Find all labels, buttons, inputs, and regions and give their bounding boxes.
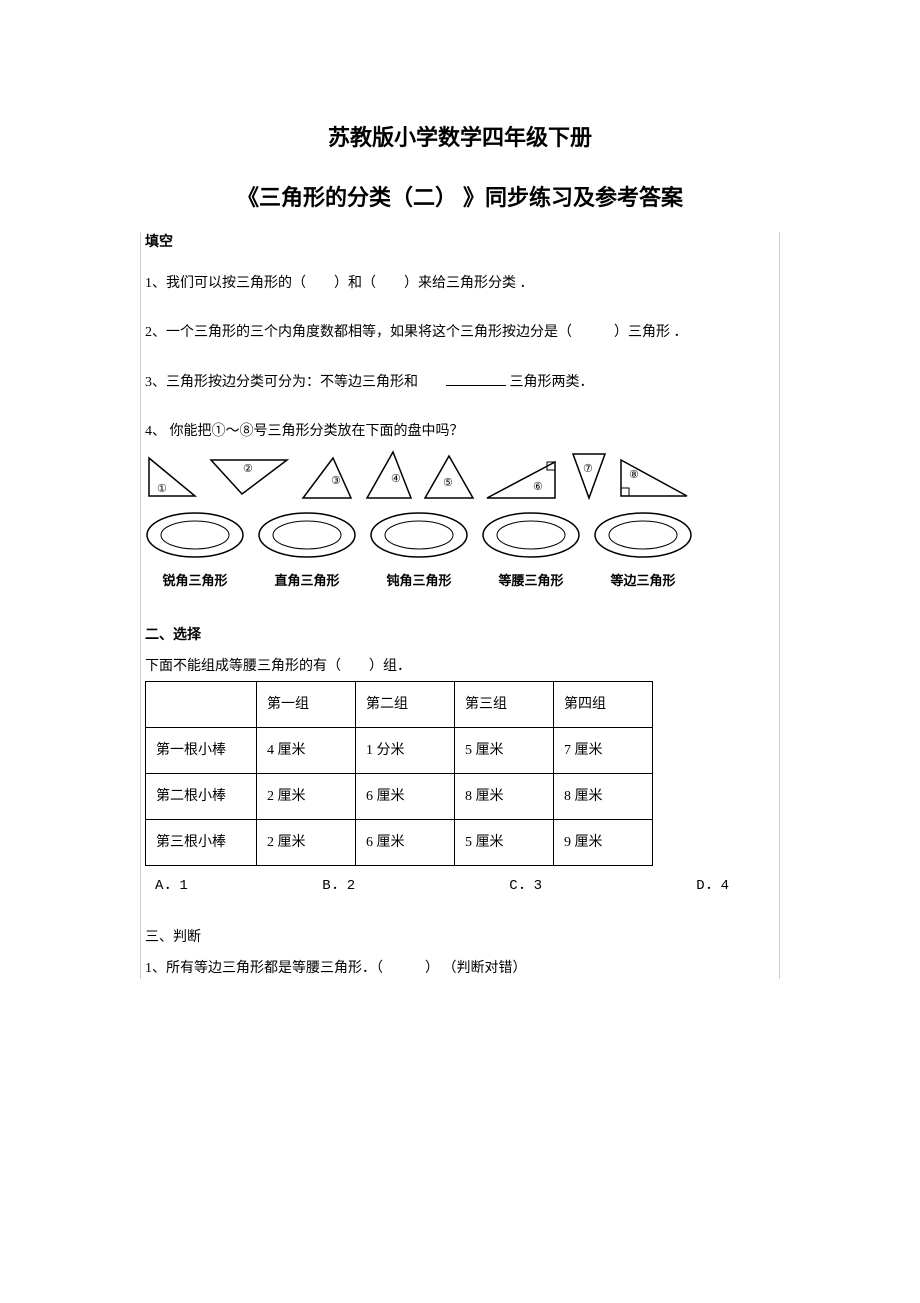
triangle-2-label: ② <box>243 463 253 475</box>
table-cell: 1 分米 <box>356 727 455 773</box>
choice-question: 下面不能组成等腰三角形的有（ ）组． <box>145 656 775 677</box>
table-row: 第二根小棒 2 厘米 6 厘米 8 厘米 8 厘米 <box>146 773 653 819</box>
sub-title: 《三角形的分类（二） 》同步练习及参考答案 <box>140 180 780 212</box>
triangle-1-label: ① <box>157 483 167 495</box>
plate-acute: 锐角三角形 <box>145 508 245 591</box>
table-cell: 2 厘米 <box>257 773 356 819</box>
question-2: 2、一个三角形的三个内角度数都相等，如果将这个三角形按边分是（ ）三角形 ． <box>145 322 775 343</box>
triangle-5-label: ⑤ <box>443 477 453 489</box>
plate-label-obtuse: 钝角三角形 <box>369 571 469 591</box>
option-a: A．1 <box>155 876 322 897</box>
triangle-4-label: ④ <box>391 473 401 485</box>
table-cell: 5 厘米 <box>455 727 554 773</box>
option-d: D．4 <box>696 876 775 897</box>
triangle-2-icon: ② <box>207 454 293 502</box>
plate-label-equilateral: 等边三角形 <box>593 571 693 591</box>
plate-icon <box>257 508 357 562</box>
triangle-4-icon: ④ <box>361 450 417 502</box>
table-row: 第一组 第二组 第三组 第四组 <box>146 681 653 727</box>
choice-options: A．1 B．2 C．3 D．4 <box>155 876 775 897</box>
table-cell: 8 厘米 <box>455 773 554 819</box>
table-cell: 6 厘米 <box>356 773 455 819</box>
plate-right: 直角三角形 <box>257 508 357 591</box>
plate-label-acute: 锐角三角形 <box>145 571 245 591</box>
table-cell: 第一根小棒 <box>146 727 257 773</box>
triangle-7-icon: ⑦ <box>565 450 611 502</box>
section-2-heading: 二、选择 <box>145 625 775 646</box>
table-cell: 第四组 <box>554 681 653 727</box>
table-cell: 第二根小棒 <box>146 773 257 819</box>
triangle-6-label: ⑥ <box>533 481 543 493</box>
table-cell: 第三根小棒 <box>146 819 257 865</box>
question-4: 4、 你能把①～⑧号三角形分类放在下面的盘中吗？ <box>145 421 775 442</box>
judge-1: 1、所有等边三角形都是等腰三角形．（ ） （判断对错） <box>145 958 775 979</box>
triangle-5-icon: ⑤ <box>421 452 477 502</box>
plate-label-isoceles: 等腰三角形 <box>481 571 581 591</box>
table-cell: 第三组 <box>455 681 554 727</box>
table-cell: 6 厘米 <box>356 819 455 865</box>
q3-prefix: 3、三角形按边分类可分为：不等边三角形和 <box>145 375 446 390</box>
option-c: C．3 <box>509 876 696 897</box>
plate-obtuse: 钝角三角形 <box>369 508 469 591</box>
q3-suffix: 三角形两类． <box>506 375 594 390</box>
triangle-1-icon: ① <box>145 454 203 502</box>
option-b: B．2 <box>322 876 509 897</box>
content-frame: 填空 1、我们可以按三角形的（ ）和（ ）来给三角形分类 ． 2、一个三角形的三… <box>140 232 780 979</box>
main-title: 苏教版小学数学四年级下册 <box>140 120 780 152</box>
table-cell: 9 厘米 <box>554 819 653 865</box>
question-3: 3、三角形按边分类可分为：不等边三角形和 三角形两类． <box>145 371 775 393</box>
triangle-7-label: ⑦ <box>583 463 593 475</box>
plate-icon <box>369 508 469 562</box>
page: 苏教版小学数学四年级下册 《三角形的分类（二） 》同步练习及参考答案 填空 1、… <box>0 0 920 1047</box>
section-1-heading: 填空 <box>145 232 775 253</box>
section-3-heading: 三、判断 <box>145 927 775 948</box>
plate-icon <box>145 508 245 562</box>
plate-equilateral: 等边三角形 <box>593 508 693 591</box>
table-cell: 2 厘米 <box>257 819 356 865</box>
table-cell: 8 厘米 <box>554 773 653 819</box>
q3-blank <box>446 371 506 386</box>
triangle-3-icon: ③ <box>297 454 357 502</box>
plate-icon <box>481 508 581 562</box>
stick-table: 第一组 第二组 第三组 第四组 第一根小棒 4 厘米 1 分米 5 厘米 7 厘… <box>145 681 653 866</box>
triangle-row: ① ② ③ ④ ⑤ ⑥ <box>145 450 775 502</box>
table-cell: 第二组 <box>356 681 455 727</box>
table-row: 第三根小棒 2 厘米 6 厘米 5 厘米 9 厘米 <box>146 819 653 865</box>
table-cell: 4 厘米 <box>257 727 356 773</box>
table-cell: 7 厘米 <box>554 727 653 773</box>
question-1: 1、我们可以按三角形的（ ）和（ ）来给三角形分类 ． <box>145 273 775 294</box>
table-cell: 5 厘米 <box>455 819 554 865</box>
triangle-8-label: ⑧ <box>629 469 639 481</box>
triangle-6-icon: ⑥ <box>481 454 561 502</box>
plate-icon <box>593 508 693 562</box>
plate-isoceles: 等腰三角形 <box>481 508 581 591</box>
table-cell: 第一组 <box>257 681 356 727</box>
plate-row: 锐角三角形 直角三角形 钝角三角形 <box>145 508 775 591</box>
plate-label-right: 直角三角形 <box>257 571 357 591</box>
triangle-8-icon: ⑧ <box>615 454 693 502</box>
triangle-3-label: ③ <box>331 475 341 487</box>
table-row: 第一根小棒 4 厘米 1 分米 5 厘米 7 厘米 <box>146 727 653 773</box>
table-cell <box>146 681 257 727</box>
